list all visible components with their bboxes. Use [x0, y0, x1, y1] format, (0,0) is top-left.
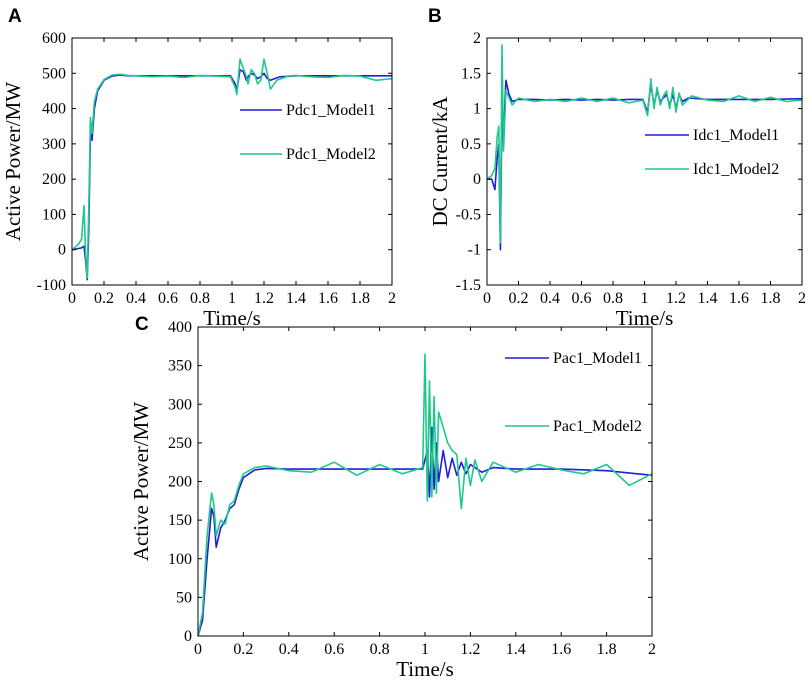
x-tick-label: 1: [228, 290, 236, 307]
x-tick-label: 0.8: [603, 290, 623, 307]
y-tick-label: 400: [168, 319, 192, 336]
x-tick-label: 1.4: [286, 290, 306, 307]
x-axis-label: Time/s: [203, 306, 261, 330]
panel-letter: A: [8, 6, 22, 27]
legend-entry-label: Pdc1_Model1: [286, 102, 376, 119]
x-tick-label: 1: [641, 290, 649, 307]
series-line-pac1-model1: [197, 426, 653, 637]
legend-entry-label: Pac1_Model1: [553, 350, 642, 367]
legend-entry-label: Pac1_Model2: [553, 418, 642, 435]
series-line-pac1-model2: [197, 353, 653, 637]
x-tick-label: 0.2: [509, 290, 529, 307]
y-tick-label: 1.5: [461, 65, 481, 82]
x-tick-label: 1.8: [761, 290, 781, 307]
x-tick-label: 0.6: [324, 641, 344, 658]
x-tick-label: 0.4: [540, 290, 560, 307]
x-tick-label: 0.6: [158, 290, 178, 307]
y-tick-label: -100: [37, 277, 66, 294]
y-tick-label: 150: [168, 512, 192, 529]
x-tick-label: 0.6: [572, 290, 592, 307]
panel-letter: C: [135, 314, 149, 335]
y-tick-label: -1: [468, 242, 481, 259]
series-line-pdc1-model2: [71, 58, 393, 279]
panel-b: B 0 0.2 0.4 0.6 0.8 1 1.2 1.4 1.6 1.8 2 -1.5 -1 -0.5 0 0…: [428, 6, 806, 330]
x-axis-label: Time/s: [616, 306, 674, 330]
x-tick-label: 1.6: [729, 290, 749, 307]
y-tick-label: 50: [176, 589, 192, 606]
x-tick-label: 1.2: [254, 290, 274, 307]
x-tick-label: 1.6: [551, 641, 571, 658]
panel-a: A0 0.2 0.4 0.6 0.8 1 1.2 1.4 1.6 1.8 2-10001002003…: [1, 6, 396, 330]
y-tick-label: 500: [42, 65, 66, 82]
x-tick-label: 1.8: [597, 641, 617, 658]
x-tick-label: 1: [421, 641, 429, 658]
x-tick-label: 1.6: [318, 290, 338, 307]
x-tick-label: 0.4: [126, 290, 146, 307]
y-tick-label: 350: [168, 358, 192, 375]
x-tick-label: 0.2: [233, 641, 253, 658]
y-tick-label: 400: [42, 101, 66, 118]
x-tick-label: 1.2: [460, 641, 480, 658]
x-tick-label: 2: [388, 290, 396, 307]
x-tick-label: 1.8: [350, 290, 370, 307]
x-axis-label: Time/s: [396, 657, 454, 681]
y-tick-label: 300: [42, 136, 66, 153]
legend-entry-label: Idc1_Model1: [693, 127, 779, 144]
y-tick-label: 0.5: [461, 136, 481, 153]
x-tick-label: 2: [798, 290, 806, 307]
x-tick-label: 1.4: [698, 290, 718, 307]
legend-entry-label: Pdc1_Model2: [286, 146, 376, 163]
panel-c: C 0 0.2 0.4 0.6 0.8 1 1.2 1.4 1.6 1.8 2 0 50 100 150 200…: [129, 314, 656, 681]
x-tick-label: 0.4: [279, 641, 299, 658]
x-tick-label: 1.2: [666, 290, 686, 307]
x-tick-label: 0: [68, 290, 76, 307]
y-tick-label: 200: [168, 474, 192, 491]
y-tick-label: 1: [473, 101, 481, 118]
y-tick-label: 300: [168, 396, 192, 413]
y-tick-label: 200: [42, 171, 66, 188]
y-axis-label: Active Power/MW: [1, 82, 25, 241]
y-tick-label: 100: [168, 551, 192, 568]
x-tick-label: 0: [194, 641, 202, 658]
series-line-idc1-model2: [486, 44, 803, 244]
panel-letter: B: [428, 6, 442, 27]
legend-entry-label: Idc1_Model2: [693, 161, 779, 178]
x-tick-label: 0.8: [370, 641, 390, 658]
y-tick-label: 250: [168, 435, 192, 452]
y-axis-label: DC Current/kA: [428, 96, 452, 227]
y-tick-label: 100: [42, 206, 66, 223]
x-tick-label: 1.4: [506, 641, 526, 658]
x-tick-label: 0: [483, 290, 491, 307]
y-tick-label: 0: [184, 628, 192, 645]
y-tick-label: -1.5: [456, 277, 481, 294]
x-tick-label: 0.2: [94, 290, 114, 307]
y-tick-label: 600: [42, 30, 66, 47]
y-tick-label: 0: [58, 242, 66, 259]
y-tick-label: 2: [473, 30, 481, 47]
y-tick-label: 0: [473, 171, 481, 188]
x-tick-label: 2: [648, 641, 656, 658]
x-tick-label: 0.8: [190, 290, 210, 307]
y-tick-label: -0.5: [456, 206, 481, 223]
y-axis-label: Active Power/MW: [129, 402, 153, 561]
